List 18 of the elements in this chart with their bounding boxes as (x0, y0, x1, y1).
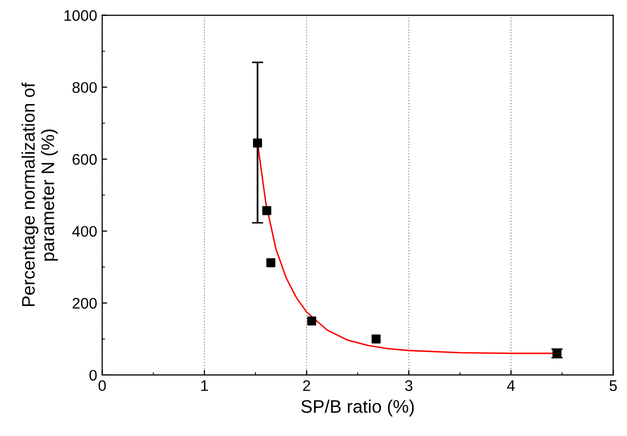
x-tick-label: 0 (98, 380, 106, 392)
y-tick-label: 600 (72, 154, 97, 165)
x-tick-label: 4 (507, 380, 515, 391)
y-tick-label: 0 (89, 370, 97, 381)
x-tick-label: 2 (303, 380, 310, 391)
point (266, 258, 276, 268)
y-tick-label: 1000 (64, 10, 97, 21)
point (372, 334, 381, 344)
x-tick-label: 1 (201, 380, 208, 391)
point (307, 316, 316, 326)
x-axis-title: SP/B ratio (%) (301, 400, 414, 416)
y-tick-label: 800 (72, 82, 97, 93)
x-tick-label: 5 (610, 380, 617, 392)
y-tick-label: 400 (72, 226, 97, 237)
y-axis-title: Percentage normalization of parameter N (%) (22, 82, 58, 306)
y-tick-label: 200 (72, 298, 97, 309)
point (262, 206, 272, 216)
x-tick-label: 3 (405, 380, 412, 392)
